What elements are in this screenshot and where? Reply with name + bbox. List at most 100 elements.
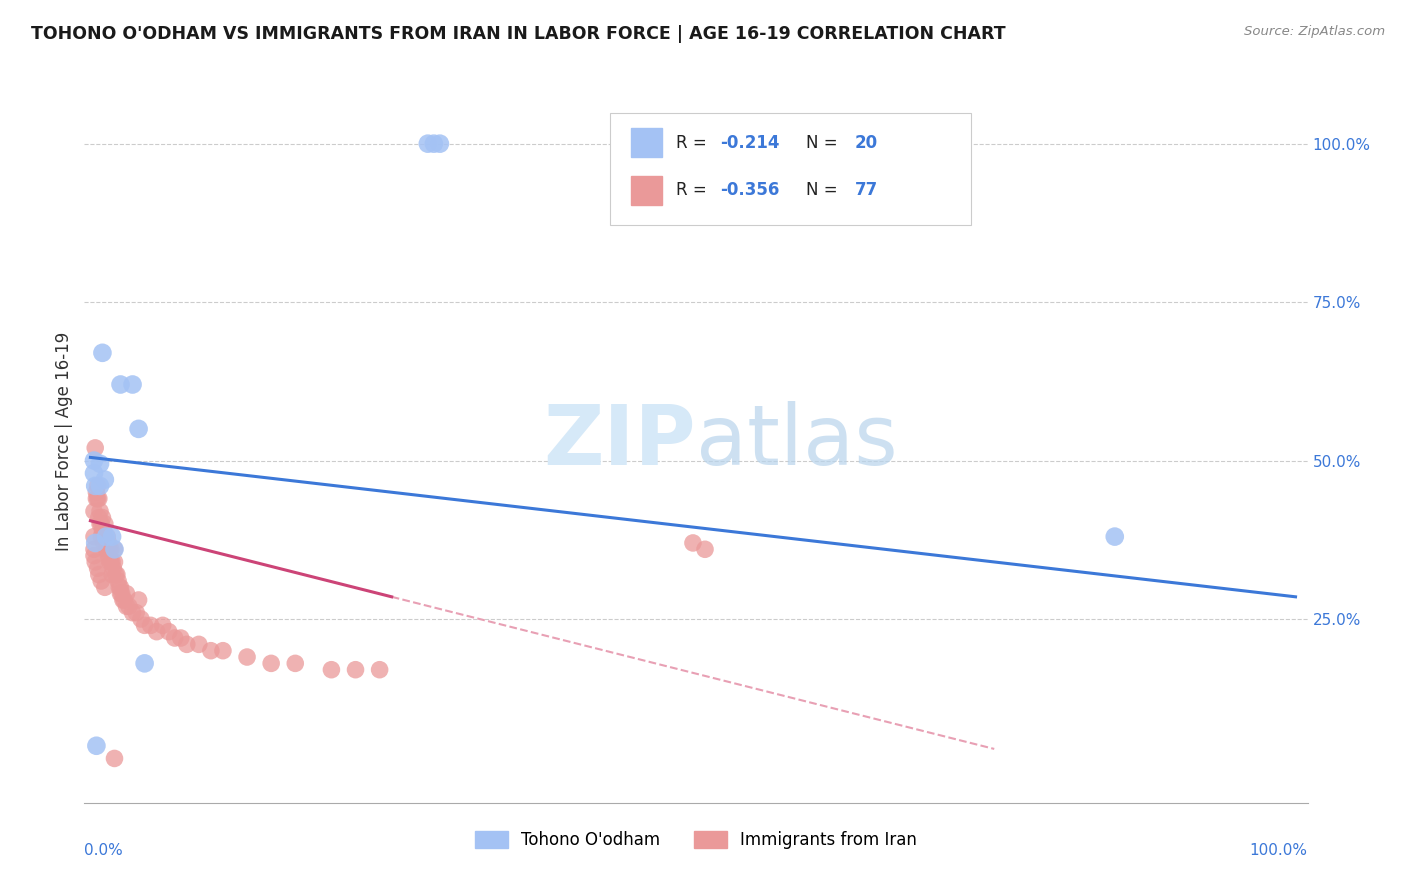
Point: [111, 587, 134, 601]
Text: N =: N =: [806, 181, 844, 199]
Point: [128, 422, 150, 436]
Point: [90, 530, 112, 544]
Point: [104, 567, 127, 582]
Point: [84, 479, 107, 493]
Point: [101, 567, 124, 582]
Point: [94, 530, 117, 544]
Point: [152, 618, 174, 632]
Point: [423, 136, 446, 151]
Point: [103, 555, 125, 569]
Point: [110, 587, 132, 601]
Text: 20: 20: [855, 134, 879, 152]
Point: [682, 536, 704, 550]
Point: [121, 606, 143, 620]
Point: [105, 567, 128, 582]
Point: [83, 542, 105, 557]
Point: [83, 549, 105, 563]
Point: [83, 530, 105, 544]
Point: [86, 491, 108, 506]
Point: [108, 580, 131, 594]
Point: [103, 561, 125, 575]
Point: [96, 542, 118, 557]
Point: [110, 580, 132, 594]
Point: [90, 516, 112, 531]
Point: [84, 536, 107, 550]
Text: ZIP: ZIP: [544, 401, 696, 482]
Point: [94, 473, 117, 487]
Text: -0.214: -0.214: [720, 134, 780, 152]
Text: N =: N =: [806, 134, 844, 152]
Point: [97, 549, 120, 563]
Text: -0.356: -0.356: [720, 181, 780, 199]
Point: [129, 612, 152, 626]
Point: [103, 542, 125, 557]
Point: [284, 657, 307, 671]
Point: [89, 504, 111, 518]
Point: [98, 555, 121, 569]
Point: [86, 491, 108, 506]
Point: [157, 624, 180, 639]
Point: [86, 479, 108, 493]
Text: R =: R =: [676, 134, 713, 152]
Text: 77: 77: [855, 181, 879, 199]
Point: [236, 650, 259, 665]
Point: [134, 657, 156, 671]
Legend: Tohono O'odham, Immigrants from Iran: Tohono O'odham, Immigrants from Iran: [468, 824, 924, 856]
Point: [187, 637, 209, 651]
Point: [118, 599, 141, 614]
Point: [94, 530, 117, 544]
Point: [416, 136, 439, 151]
Point: [110, 377, 132, 392]
Point: [111, 593, 134, 607]
Point: [200, 643, 222, 657]
Point: [86, 739, 108, 753]
Point: [115, 587, 138, 601]
Point: [112, 593, 135, 607]
Point: [693, 542, 716, 557]
Point: [94, 516, 117, 531]
Point: [86, 485, 108, 500]
Bar: [631, 176, 662, 204]
Point: [1104, 530, 1126, 544]
Text: R =: R =: [676, 181, 713, 199]
Point: [94, 580, 117, 594]
Point: [83, 504, 105, 518]
Point: [321, 663, 343, 677]
Point: [84, 441, 107, 455]
Point: [91, 346, 114, 360]
Point: [87, 567, 110, 582]
Point: [260, 657, 283, 671]
Point: [103, 542, 125, 557]
Point: [139, 618, 162, 632]
Point: [101, 530, 124, 544]
Point: [121, 377, 143, 392]
Point: [163, 631, 186, 645]
Text: atlas: atlas: [696, 401, 897, 482]
Text: 0.0%: 0.0%: [84, 843, 124, 857]
Point: [83, 453, 105, 467]
Point: [125, 606, 148, 620]
Point: [87, 510, 110, 524]
Point: [96, 530, 118, 544]
Point: [170, 631, 193, 645]
Point: [429, 136, 451, 151]
Point: [368, 663, 391, 677]
Point: [100, 542, 122, 557]
FancyBboxPatch shape: [610, 112, 972, 225]
Point: [103, 751, 125, 765]
Point: [134, 618, 156, 632]
Point: [115, 599, 138, 614]
Point: [90, 574, 112, 588]
Y-axis label: In Labor Force | Age 16-19: In Labor Force | Age 16-19: [55, 332, 73, 551]
Point: [84, 555, 107, 569]
Point: [94, 530, 117, 544]
Point: [212, 643, 235, 657]
Bar: [631, 128, 662, 157]
Text: TOHONO O'ODHAM VS IMMIGRANTS FROM IRAN IN LABOR FORCE | AGE 16-19 CORRELATION CH: TOHONO O'ODHAM VS IMMIGRANTS FROM IRAN I…: [31, 25, 1005, 43]
Point: [93, 536, 115, 550]
Point: [98, 542, 121, 557]
Text: 100.0%: 100.0%: [1250, 843, 1308, 857]
Point: [87, 491, 110, 506]
Point: [176, 637, 198, 651]
Point: [344, 663, 367, 677]
